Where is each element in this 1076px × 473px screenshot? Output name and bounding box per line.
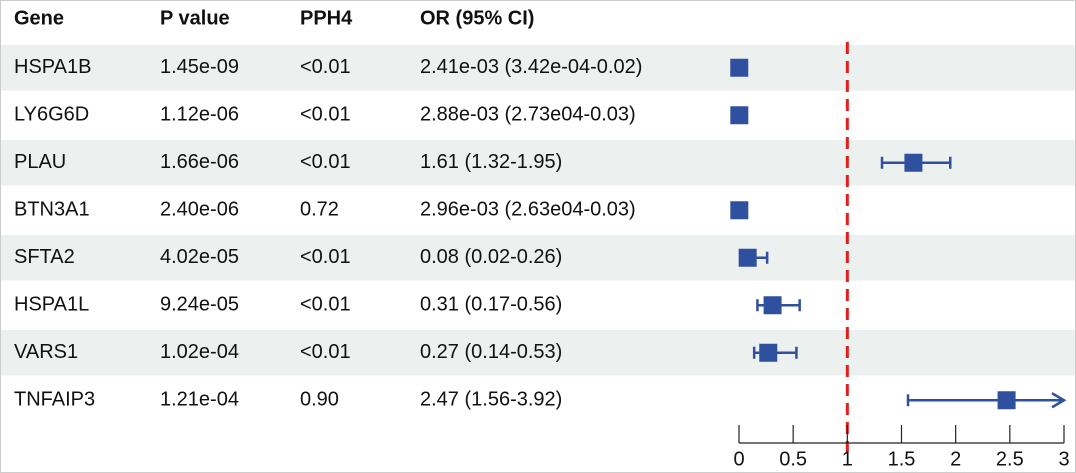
cell: TNFAIP3 [14, 389, 95, 411]
cell: <0.01 [300, 294, 351, 316]
cell: 2.41e-03 (3.42e-04-0.02) [420, 56, 642, 78]
row-shade [1, 235, 1075, 281]
cell: 1.45e-09 [160, 56, 239, 78]
estimate-square [904, 153, 923, 172]
cell: HSPA1B [14, 56, 91, 78]
cell: VARS1 [14, 341, 78, 363]
x-tick-label: 0 [733, 448, 744, 470]
estimate-square [763, 296, 782, 315]
cell: 2.40e-06 [160, 199, 239, 221]
cell: <0.01 [300, 104, 351, 126]
estimate-square [730, 58, 749, 77]
ci-arrow [1051, 392, 1067, 409]
x-tick-label: 0.5 [779, 448, 807, 470]
cell: 4.02e-05 [160, 246, 239, 268]
cell: SFTA2 [14, 246, 75, 268]
cell: HSPA1L [14, 294, 89, 316]
row-shade [1, 45, 1075, 91]
cell: <0.01 [300, 151, 351, 173]
cell: 0.08 (0.02-0.26) [420, 246, 562, 268]
cell: 1.12e-06 [160, 104, 239, 126]
column-header: P value [160, 7, 230, 29]
cell: <0.01 [300, 246, 351, 268]
cell: 0.27 (0.14-0.53) [420, 341, 562, 363]
cell: <0.01 [300, 56, 351, 78]
estimate-square [997, 391, 1016, 410]
cell: 1.02e-04 [160, 341, 239, 363]
x-tick-label: 2 [950, 448, 961, 470]
estimate-square [730, 106, 749, 125]
cell: PLAU [14, 151, 66, 173]
cell: 0.90 [300, 389, 339, 411]
row-shade [1, 330, 1075, 376]
x-tick-label: 1 [842, 448, 853, 470]
cell: LY6G6D [14, 104, 89, 126]
cell: 1.66e-06 [160, 151, 239, 173]
column-header: PPH4 [300, 7, 353, 29]
estimate-square [759, 343, 778, 362]
x-tick-label: 2.5 [996, 448, 1024, 470]
x-tick-label: 3 [1058, 448, 1069, 470]
column-header: OR (95% CI) [420, 7, 534, 29]
cell: BTN3A1 [14, 199, 90, 221]
x-tick-label: 1.5 [888, 448, 916, 470]
column-header: Gene [14, 7, 64, 29]
cell: 0.72 [300, 199, 339, 221]
cell: 1.61 (1.32-1.95) [420, 151, 562, 173]
cell: 9.24e-05 [160, 294, 239, 316]
estimate-square [730, 201, 749, 220]
cell: 2.88e-03 (2.73e04-0.03) [420, 104, 636, 126]
cell: <0.01 [300, 341, 351, 363]
cell: 2.47 (1.56-3.92) [420, 389, 562, 411]
cell: 1.21e-04 [160, 389, 239, 411]
cell: 0.31 (0.17-0.56) [420, 294, 562, 316]
cell: 2.96e-03 (2.63e04-0.03) [420, 199, 636, 221]
estimate-square [738, 248, 757, 267]
